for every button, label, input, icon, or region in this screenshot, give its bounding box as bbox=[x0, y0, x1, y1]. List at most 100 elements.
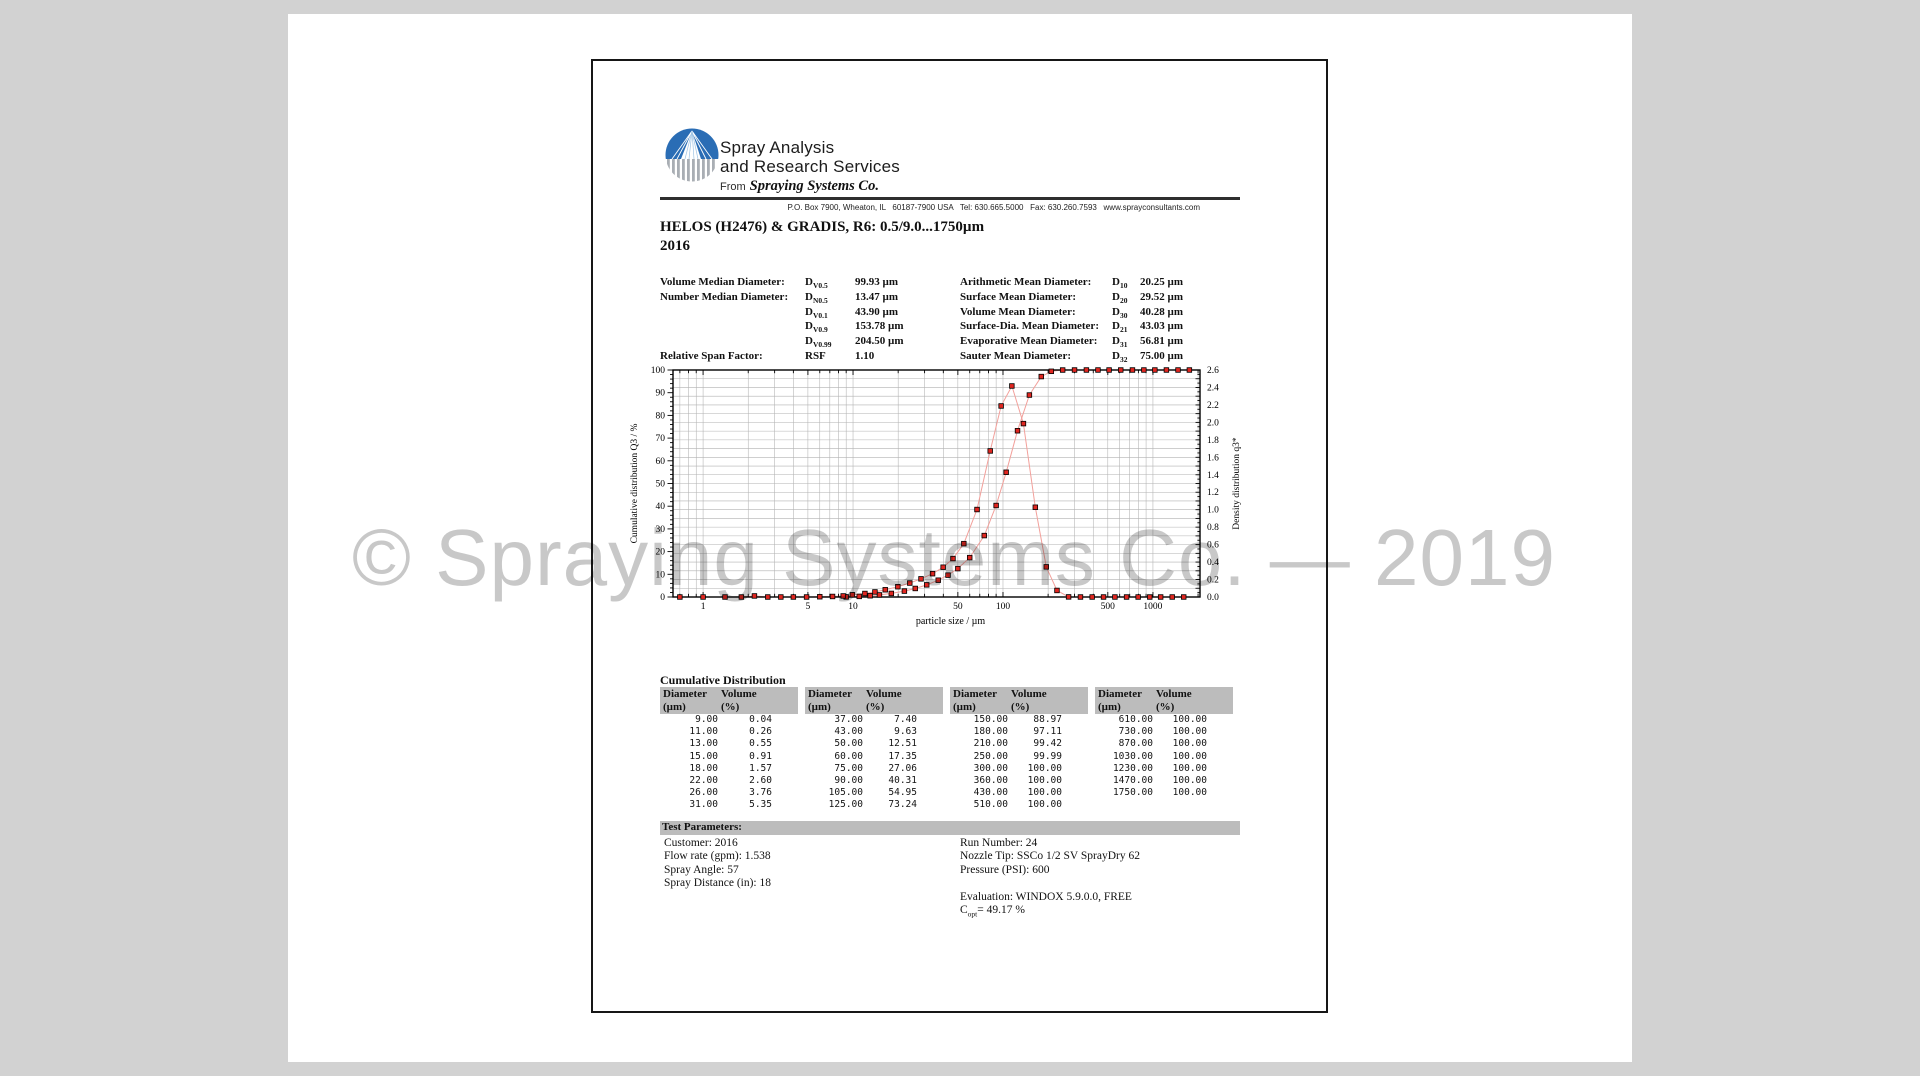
svg-text:1000: 1000 bbox=[1143, 602, 1162, 612]
document-scan: Spray Analysis and Research Services Fro… bbox=[288, 14, 1632, 1062]
svg-text:1.6: 1.6 bbox=[1207, 453, 1219, 463]
table-row: 43.00 9.63 bbox=[834, 726, 917, 738]
svg-text:10: 10 bbox=[848, 602, 858, 612]
svg-text:5: 5 bbox=[806, 602, 811, 612]
cumulative-distribution-table: Diameter (µm) Volume (%) 9.00 0.04 11.00 0.26 13… bbox=[660, 687, 1233, 812]
test-parameter-line bbox=[960, 877, 1140, 890]
table-header: Diameter (µm) Volume (%) bbox=[1095, 687, 1233, 714]
svg-text:0.4: 0.4 bbox=[1207, 558, 1219, 568]
report-title: HELOS (H2476) & GRADIS, R6: 0.5/9.0...17… bbox=[660, 219, 985, 235]
report-subtitle: 2016 bbox=[660, 238, 690, 254]
parameter-row: Volume Mean Diameter: D30 40.28 µm bbox=[960, 305, 1184, 320]
svg-text:0.6: 0.6 bbox=[1207, 541, 1219, 551]
parameter-row: Surface-Dia. Mean Diameter: D21 43.03 µm bbox=[960, 320, 1184, 335]
test-parameters-right: Run Number: 24 Nozzle Tip: SSCo 1/2 SV Sp… bbox=[960, 837, 1140, 921]
table-row: 300.00 100.00 bbox=[973, 762, 1062, 774]
svg-text:0: 0 bbox=[660, 593, 665, 603]
svg-text:100: 100 bbox=[996, 602, 1011, 612]
svg-text:30: 30 bbox=[656, 525, 666, 535]
table-row: 50.00 12.51 bbox=[834, 738, 917, 750]
parameter-row: Surface Mean Diameter: D20 29.52 µm bbox=[960, 290, 1184, 305]
table-row: 430.00 100.00 bbox=[973, 787, 1062, 799]
table-row: 730.00 100.00 bbox=[1118, 726, 1207, 738]
svg-text:1.2: 1.2 bbox=[1207, 488, 1219, 498]
test-parameters-header: Test Parameters: bbox=[660, 821, 1240, 835]
table-row: 1470.00 100.00 bbox=[1112, 775, 1207, 787]
median-diameter-parameters: Volume Median Diameter: DV0.5 99.93 µm Numb… bbox=[660, 276, 904, 365]
report-page: Spray Analysis and Research Services Fro… bbox=[591, 59, 1328, 1013]
table-header: Diameter (µm) Volume (%) bbox=[660, 687, 798, 714]
table-row: 18.00 1.57 bbox=[689, 762, 772, 774]
parameter-row: Relative Span Factor: RSF 1.10 bbox=[660, 349, 875, 362]
svg-text:1.0: 1.0 bbox=[1207, 506, 1219, 516]
particle-size-distribution-chart: 1 5 10 50 100 500 1000 0 10 20 30 40 50 60 70 80 90 100 0.… bbox=[630, 366, 1242, 627]
svg-text:500: 500 bbox=[1101, 602, 1116, 612]
svg-text:2.0: 2.0 bbox=[1207, 418, 1219, 428]
table-row: 15.00 0.91 bbox=[689, 750, 772, 762]
parameter-row: Number Median Diameter: DN0.5 13.47 µm bbox=[660, 290, 899, 305]
table-row: 360.00 100.00 bbox=[973, 775, 1062, 787]
parameter-row: Volume Median Diameter: DV0.5 99.93 µm bbox=[660, 276, 899, 291]
parameter-row: DV0.1 43.90 µm bbox=[805, 305, 899, 320]
table-row: 610.00 100.00 bbox=[1118, 714, 1207, 725]
svg-text:100: 100 bbox=[651, 366, 666, 376]
table-row: 250.00 99.99 bbox=[973, 750, 1062, 762]
svg-text:2.6: 2.6 bbox=[1207, 366, 1219, 376]
table-row: 22.00 2.60 bbox=[689, 775, 772, 787]
spray-analysis-logo-icon bbox=[665, 128, 719, 182]
svg-text:2.2: 2.2 bbox=[1207, 401, 1219, 411]
table-row: 11.00 0.26 bbox=[689, 726, 772, 738]
table-row: 13.00 0.55 bbox=[689, 738, 772, 750]
svg-text:1.4: 1.4 bbox=[1207, 471, 1219, 481]
table-row: 125.00 73.24 bbox=[828, 799, 917, 811]
table-row: 870.00 100.00 bbox=[1118, 738, 1207, 750]
parameter-row: DV0.99 204.50 µm bbox=[805, 335, 904, 350]
table-row: 1030.00 100.00 bbox=[1112, 750, 1207, 762]
brand-line-1: Spray Analysis bbox=[720, 138, 835, 157]
svg-text:20: 20 bbox=[656, 548, 666, 558]
table-row: 1750.00 100.00 bbox=[1112, 787, 1207, 799]
cumulative-subtable: Diameter (µm) Volume (%) 150.00 88.97 180.00 97… bbox=[950, 687, 1088, 812]
svg-text:particle size / µm: particle size / µm bbox=[916, 616, 986, 627]
svg-text:70: 70 bbox=[656, 434, 666, 444]
table-row: 210.00 99.42 bbox=[973, 738, 1062, 750]
cumulative-subtable: Diameter (µm) Volume (%) 37.00 7.40 43.00 9.63 5… bbox=[805, 687, 943, 812]
table-row: 37.00 7.40 bbox=[834, 714, 917, 725]
cumulative-table-title: Cumulative Distribution bbox=[660, 673, 786, 687]
parameter-row: Evaporative Mean Diameter: D31 56.81 µm bbox=[960, 335, 1184, 350]
svg-text:Cumulative distribution Q3 / %: Cumulative distribution Q3 / % bbox=[630, 424, 640, 544]
cumulative-subtable: Diameter (µm) Volume (%) 9.00 0.04 11.00 0.26 13… bbox=[660, 687, 798, 812]
svg-text:1.8: 1.8 bbox=[1207, 436, 1219, 446]
table-row: 60.00 17.35 bbox=[834, 750, 917, 762]
parameter-row: DV0.9 153.78 µm bbox=[805, 320, 904, 335]
svg-text:60: 60 bbox=[656, 457, 666, 467]
table-row: 9.00 0.04 bbox=[695, 714, 772, 725]
copt-line: Copt= 49.17 % bbox=[960, 904, 1025, 919]
address-line: P.O. Box 7900, Wheaton, IL 60187-7900 US… bbox=[787, 203, 1200, 212]
svg-text:10: 10 bbox=[656, 570, 666, 580]
brand-name: Spray Analysis and Research Services bbox=[720, 138, 900, 176]
svg-text:0.2: 0.2 bbox=[1207, 576, 1219, 586]
test-parameter-line: Spray Angle: 57 bbox=[664, 863, 739, 876]
test-parameter-line: Evaluation: WINDOX 5.9.0.0, FREE bbox=[960, 890, 1132, 903]
svg-text:50: 50 bbox=[953, 602, 963, 612]
cumulative-subtable: Diameter (µm) Volume (%) 610.00 100.00 730.00 1… bbox=[1095, 687, 1233, 812]
svg-text:0.0: 0.0 bbox=[1207, 593, 1219, 603]
svg-text:0.8: 0.8 bbox=[1207, 523, 1219, 533]
brand-company-line: From Spraying Systems Co. bbox=[720, 177, 879, 195]
company-name: Spraying Systems Co. bbox=[749, 178, 879, 194]
test-parameter-line: Pressure (PSI): 600 bbox=[960, 863, 1050, 876]
table-header: Diameter (µm) Volume (%) bbox=[805, 687, 943, 714]
table-row: 75.00 27.06 bbox=[834, 762, 917, 774]
svg-text:50: 50 bbox=[656, 480, 666, 490]
svg-text:2.4: 2.4 bbox=[1207, 383, 1219, 393]
test-parameter-line: Customer: 2016 bbox=[664, 837, 738, 849]
table-row: 150.00 88.97 bbox=[973, 714, 1062, 725]
brand-line-2: and Research Services bbox=[720, 157, 900, 176]
test-parameter-line: Run Number: 24 bbox=[960, 837, 1038, 849]
table-header: Diameter (µm) Volume (%) bbox=[950, 687, 1088, 714]
svg-text:Density distribution q3*: Density distribution q3* bbox=[1232, 437, 1242, 530]
svg-text:90: 90 bbox=[656, 389, 666, 399]
from-prefix: From bbox=[720, 181, 746, 193]
